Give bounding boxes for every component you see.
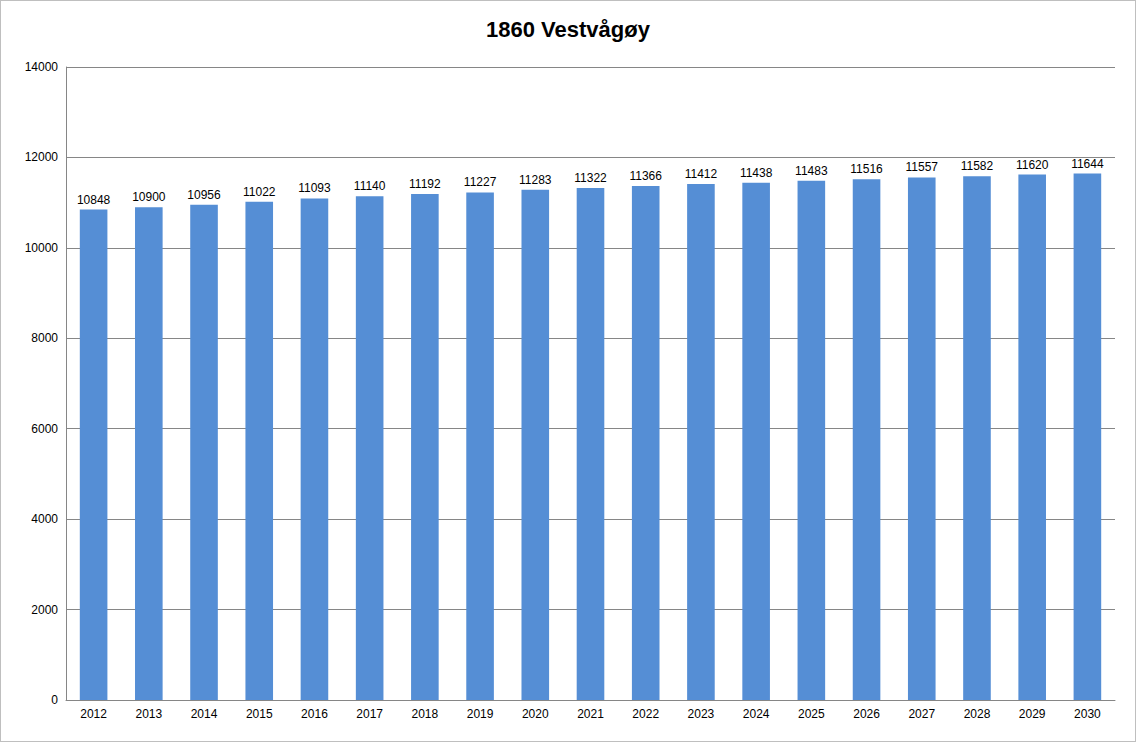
svg-text:2027: 2027 bbox=[908, 707, 935, 721]
svg-text:4000: 4000 bbox=[31, 512, 58, 526]
svg-text:10956: 10956 bbox=[187, 188, 221, 202]
svg-text:11516: 11516 bbox=[850, 162, 883, 176]
svg-text:12000: 12000 bbox=[25, 150, 59, 164]
svg-text:2000: 2000 bbox=[31, 603, 58, 617]
svg-text:11620: 11620 bbox=[1016, 158, 1049, 172]
svg-text:2018: 2018 bbox=[412, 707, 439, 721]
svg-text:2030: 2030 bbox=[1074, 707, 1101, 721]
svg-text:11412: 11412 bbox=[685, 167, 718, 181]
svg-text:11557: 11557 bbox=[906, 160, 939, 174]
svg-text:11366: 11366 bbox=[629, 169, 662, 183]
svg-text:2029: 2029 bbox=[1019, 707, 1046, 721]
svg-text:14000: 14000 bbox=[25, 60, 59, 74]
svg-text:11483: 11483 bbox=[795, 164, 828, 178]
svg-text:2014: 2014 bbox=[191, 707, 218, 721]
svg-text:11582: 11582 bbox=[961, 159, 994, 173]
svg-text:2016: 2016 bbox=[301, 707, 328, 721]
svg-text:2019: 2019 bbox=[467, 707, 494, 721]
svg-text:2024: 2024 bbox=[743, 707, 770, 721]
svg-text:2017: 2017 bbox=[356, 707, 383, 721]
svg-text:2021: 2021 bbox=[577, 707, 604, 721]
svg-text:10900: 10900 bbox=[132, 190, 166, 204]
svg-text:11438: 11438 bbox=[740, 166, 773, 180]
svg-text:2012: 2012 bbox=[80, 707, 107, 721]
svg-text:2026: 2026 bbox=[853, 707, 880, 721]
svg-text:2028: 2028 bbox=[964, 707, 991, 721]
svg-text:1860 Vestvågøy: 1860 Vestvågøy bbox=[486, 17, 651, 42]
svg-text:2015: 2015 bbox=[246, 707, 273, 721]
svg-text:8000: 8000 bbox=[31, 331, 58, 345]
svg-text:2023: 2023 bbox=[688, 707, 715, 721]
svg-text:11283: 11283 bbox=[519, 173, 552, 187]
svg-text:6000: 6000 bbox=[31, 422, 58, 436]
svg-text:11022: 11022 bbox=[243, 185, 276, 199]
svg-text:11093: 11093 bbox=[298, 181, 331, 195]
svg-text:2020: 2020 bbox=[522, 707, 549, 721]
svg-text:2013: 2013 bbox=[135, 707, 162, 721]
svg-text:10000: 10000 bbox=[25, 241, 59, 255]
svg-text:11192: 11192 bbox=[409, 177, 441, 191]
svg-text:2022: 2022 bbox=[632, 707, 659, 721]
svg-text:10848: 10848 bbox=[77, 193, 111, 207]
svg-text:2025: 2025 bbox=[798, 707, 825, 721]
svg-text:11227: 11227 bbox=[464, 175, 497, 189]
svg-text:11322: 11322 bbox=[574, 171, 607, 185]
svg-text:11140: 11140 bbox=[354, 179, 386, 193]
svg-text:11644: 11644 bbox=[1071, 157, 1104, 171]
svg-text:0: 0 bbox=[51, 693, 58, 707]
